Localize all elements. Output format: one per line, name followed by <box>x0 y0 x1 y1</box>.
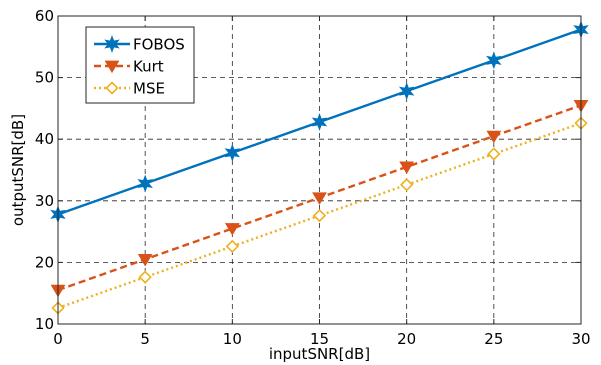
legend-label-fobos: FOBOS <box>133 36 185 54</box>
data-point-kurt-20 <box>399 161 415 175</box>
legend: FOBOS Kurt MSE <box>85 26 195 104</box>
y-tick-label-40: 40 <box>35 130 54 148</box>
legend-entry-mse: MSE <box>94 80 165 98</box>
x-tick-label-0: 0 <box>53 330 63 348</box>
data-point-mse-5 <box>138 270 152 284</box>
data-point-fobos-5 <box>137 174 153 193</box>
data-point-mse-20 <box>400 178 414 192</box>
data-point-kurt-10 <box>224 223 240 236</box>
x-tick-label-20: 20 <box>397 330 416 348</box>
y-tick-label-30: 30 <box>35 192 54 210</box>
data-point-kurt-25 <box>486 130 502 144</box>
legend-label-mse: MSE <box>133 80 165 98</box>
series-fobos <box>50 20 589 224</box>
data-point-fobos-20 <box>398 82 415 101</box>
x-tick-label-15: 15 <box>310 330 329 348</box>
data-point-fobos-15 <box>311 113 328 131</box>
legend-marker-mse <box>105 81 119 95</box>
series-mse <box>51 116 588 315</box>
x-tick-label-10: 10 <box>223 330 242 348</box>
legend-entry-fobos: FOBOS <box>94 35 185 54</box>
data-point-mse-10 <box>225 239 239 254</box>
legend-entry-kurt: Kurt <box>94 58 164 76</box>
data-point-fobos-25 <box>486 51 502 70</box>
legend-label-kurt: Kurt <box>133 58 164 76</box>
legend-box <box>85 26 195 104</box>
legend-marker-fobos <box>104 35 120 53</box>
series-layer <box>50 20 589 315</box>
y-tick-label-10: 10 <box>35 315 54 333</box>
x-tick-label-5: 5 <box>140 330 150 348</box>
y-tick-label-50: 50 <box>35 69 54 87</box>
data-point-kurt-15 <box>312 192 327 205</box>
axes: 0 5 10 15 20 25 30 10 20 30 40 50 60 <box>35 7 591 348</box>
y-axis-title: outputSNR[dB] <box>9 114 27 226</box>
data-point-kurt-5 <box>137 253 153 267</box>
data-point-fobos-10 <box>224 143 241 162</box>
y-tick-label-60: 60 <box>35 7 54 25</box>
x-axis-title: inputSNR[dB] <box>269 345 370 363</box>
x-tick-label-30: 30 <box>571 330 590 348</box>
x-tick-label-25: 25 <box>484 330 503 348</box>
legend-marker-kurt <box>104 60 120 74</box>
y-tick-label-20: 20 <box>35 253 54 271</box>
data-point-mse-15 <box>312 208 327 223</box>
data-point-mse-25 <box>487 147 501 161</box>
